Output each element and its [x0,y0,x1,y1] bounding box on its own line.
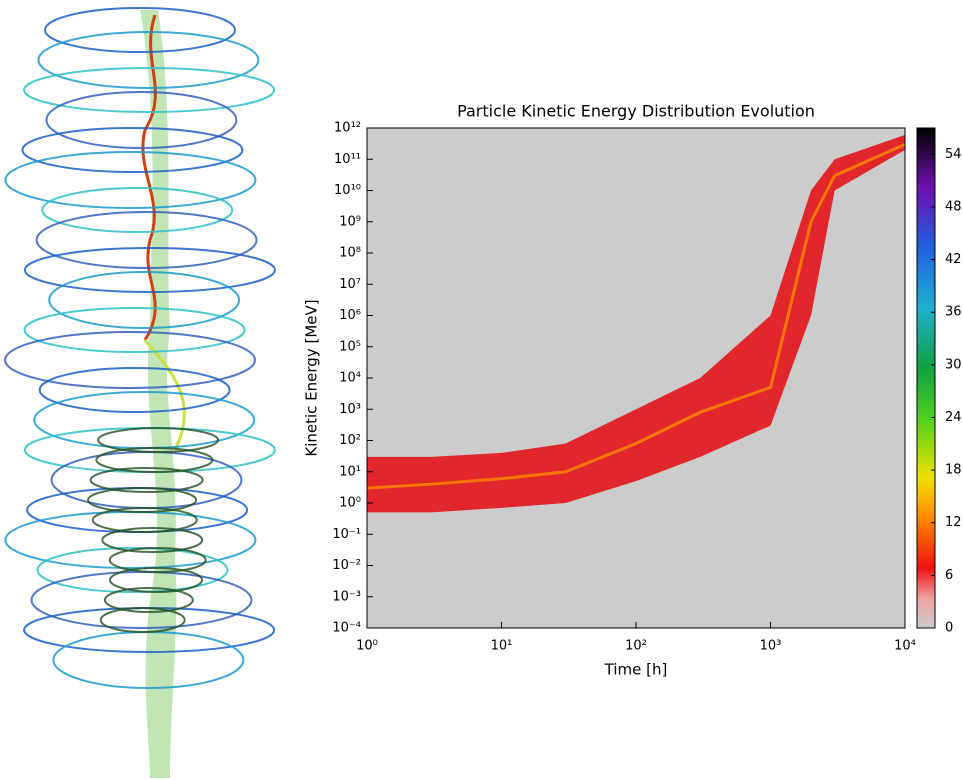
field-line [23,247,276,293]
colorbar-tick-label: 48 [945,199,962,214]
field-line [38,367,231,413]
vortex-loop [87,487,198,513]
field-line [36,547,229,593]
x-axis-label: Time [h] [604,661,668,679]
y-tick-label: 10⁵ [339,339,361,354]
y-tick-label: 10⁴ [339,371,361,386]
field-line [21,127,244,173]
y-tick-label: 10⁷ [339,277,361,292]
colorbar-tick-label: 54 [945,147,962,162]
field-line [45,91,238,149]
vortex-loop [91,507,198,533]
vortex-loop [95,447,214,473]
x-tick-label: 10⁴ [894,639,916,654]
colorbar-tick-label: 6 [945,568,953,583]
field-line [35,211,258,269]
field-line [37,31,260,89]
vortex-loop [99,607,186,633]
vortex-loop [109,567,204,593]
y-tick-label: 10¹⁰ [334,183,361,198]
field-line [26,487,249,533]
chart: Particle Kinetic Energy Distribution Evo… [303,102,962,679]
x-tick-label: 10² [625,639,647,654]
vortex-loop [97,427,219,453]
colorbar-tick-label: 42 [945,252,962,267]
y-axis-label: Kinetic Energy [MeV] [303,299,321,456]
field-line [23,427,276,473]
distribution-band [367,134,905,513]
field-line [4,151,257,209]
chart-title: Particle Kinetic Energy Distribution Evo… [457,102,815,121]
particle-track [143,339,186,451]
particle-track [141,14,157,341]
colorbar-tick-label: 30 [945,357,962,372]
y-tick-label: 10⁶ [339,308,361,323]
vortex-loop [89,467,204,493]
y-tick-label: 10⁻³ [332,589,361,604]
colorbar-tick-label: 24 [945,410,962,425]
y-tick-label: 10⁰ [339,496,361,511]
field-line [4,331,257,389]
field-line [30,571,253,629]
y-tick-label: 10³ [339,402,361,417]
y-tick-label: 10⁻⁴ [332,621,361,636]
field-line [44,7,236,53]
x-tick-label: 10³ [760,639,782,654]
field-line [41,187,234,233]
field-line [48,271,241,329]
colorbar-tick-label: 12 [945,515,962,530]
colorbar-tick-label: 36 [945,305,962,320]
y-tick-label: 10⁻¹ [332,527,361,542]
y-tick-label: 10⁸ [339,246,361,261]
colorbar-tick-label: 18 [945,463,962,478]
y-tick-label: 10¹² [334,121,361,136]
y-tick-label: 10⁹ [339,214,361,229]
field-line [33,391,256,449]
field-line [23,307,246,353]
3d-visualization [4,7,276,778]
x-tick-label: 10¹ [491,639,513,654]
flux-tube [140,10,177,778]
field-line [23,67,276,113]
colorbar [916,127,936,629]
distribution-peak [366,142,906,490]
y-tick-label: 10² [339,433,361,448]
y-tick-label: 10¹ [339,464,361,479]
colorbar-tick-label: 0 [945,621,953,636]
vortex-loop [101,527,204,553]
x-tick-label: 10⁰ [356,639,378,654]
y-tick-label: 10¹¹ [334,152,361,167]
y-tick-label: 10⁻² [332,558,361,573]
vortex-loop [103,587,194,613]
vortex-loop [108,547,207,573]
